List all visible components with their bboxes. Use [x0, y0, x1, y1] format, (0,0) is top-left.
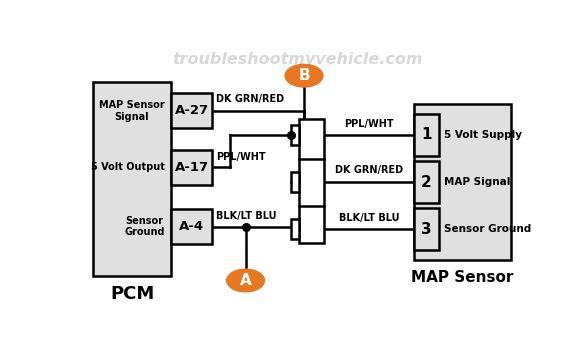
Text: A-4: A-4 — [179, 220, 204, 233]
Text: PCM: PCM — [110, 285, 154, 303]
Text: A: A — [240, 273, 252, 288]
Text: PPL/WHT: PPL/WHT — [345, 119, 394, 129]
Text: BLK/LT BLU: BLK/LT BLU — [339, 214, 400, 223]
Text: MAP Sensor
Signal: MAP Sensor Signal — [99, 100, 165, 121]
FancyBboxPatch shape — [291, 125, 299, 145]
Text: Sensor Ground: Sensor Ground — [444, 224, 531, 234]
FancyBboxPatch shape — [299, 119, 324, 243]
FancyBboxPatch shape — [172, 209, 212, 244]
Text: 1: 1 — [421, 127, 432, 142]
FancyBboxPatch shape — [414, 161, 439, 203]
FancyBboxPatch shape — [93, 83, 172, 276]
FancyBboxPatch shape — [291, 219, 299, 239]
Text: DK GRN/RED: DK GRN/RED — [216, 94, 284, 104]
FancyBboxPatch shape — [172, 93, 212, 128]
FancyBboxPatch shape — [414, 114, 439, 156]
Text: troubleshootmyvehicle.com: troubleshootmyvehicle.com — [172, 52, 422, 67]
FancyBboxPatch shape — [414, 208, 439, 250]
Text: BLK/LT BLU: BLK/LT BLU — [216, 211, 277, 221]
Text: PPL/WHT: PPL/WHT — [216, 152, 266, 162]
Circle shape — [285, 64, 323, 87]
Text: 2: 2 — [421, 175, 432, 190]
FancyBboxPatch shape — [414, 104, 511, 260]
Text: 3: 3 — [421, 222, 432, 237]
Text: A-27: A-27 — [175, 104, 209, 117]
Text: 5 Volt Supply: 5 Volt Supply — [444, 130, 522, 140]
Text: 5 Volt Output: 5 Volt Output — [91, 162, 165, 172]
Text: A-17: A-17 — [175, 161, 209, 174]
Text: Sensor
Ground: Sensor Ground — [124, 216, 165, 237]
Circle shape — [227, 269, 264, 292]
Text: MAP Sensor: MAP Sensor — [411, 270, 514, 285]
Text: MAP Signal: MAP Signal — [444, 177, 510, 187]
FancyBboxPatch shape — [291, 172, 299, 192]
FancyBboxPatch shape — [172, 150, 212, 185]
Text: B: B — [298, 68, 310, 83]
Text: DK GRN/RED: DK GRN/RED — [335, 166, 403, 175]
